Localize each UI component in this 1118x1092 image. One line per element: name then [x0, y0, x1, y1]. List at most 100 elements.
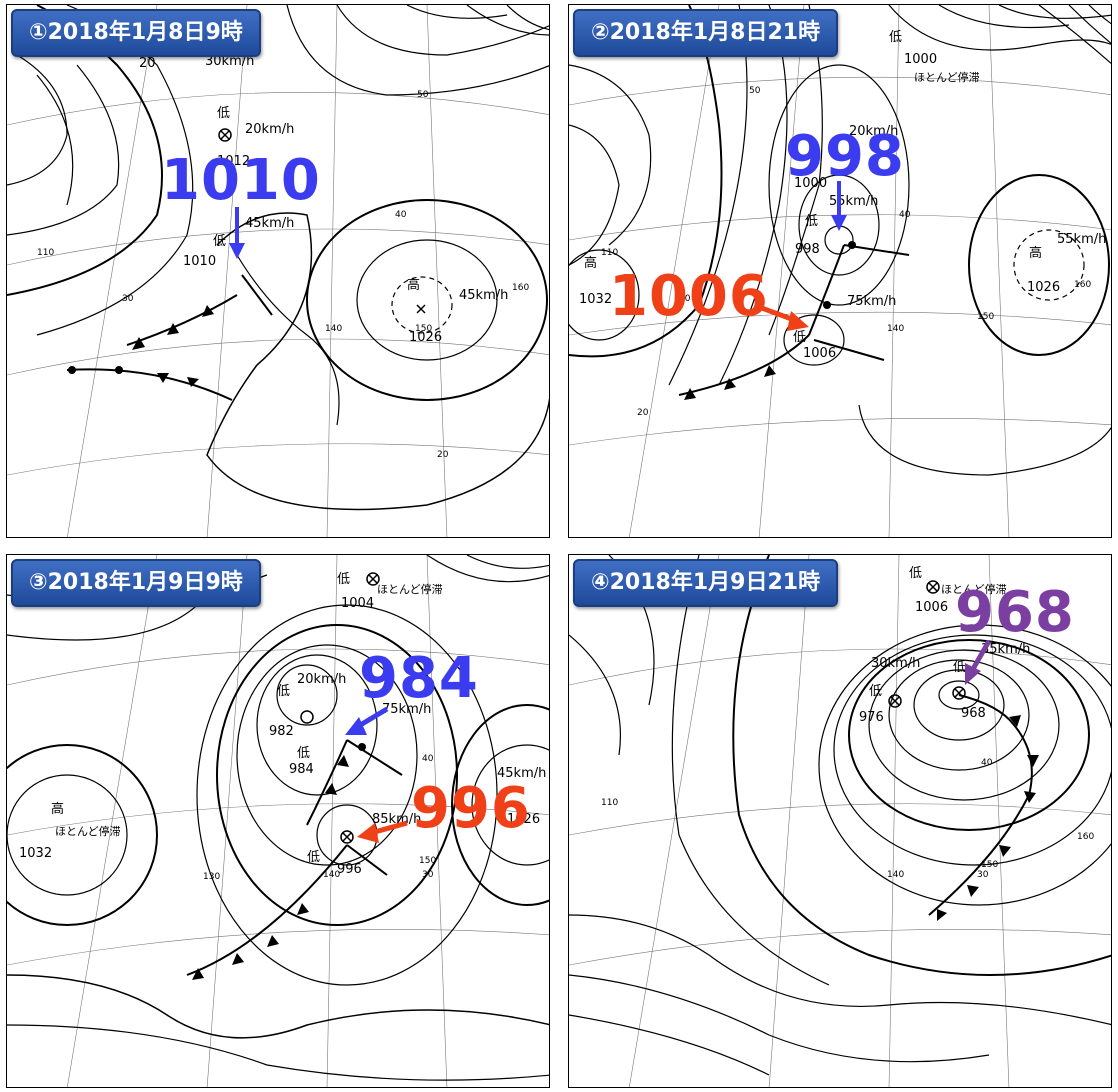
- high-symbol: 高: [1029, 245, 1042, 261]
- graticule: [7, 555, 549, 1087]
- lon-label: 140: [325, 324, 342, 334]
- weather-map-panel-3: 低 1004 ほとんど停滞 低 982 20km/h 低 984 75km/h …: [6, 554, 550, 1088]
- lat-label: 40: [395, 210, 407, 220]
- pressure-label: 1004: [341, 596, 374, 611]
- red-arrow: [370, 820, 408, 836]
- high-symbol: 高: [584, 255, 597, 271]
- speed-label: 45km/h: [497, 766, 546, 781]
- pressure-label: 998: [795, 242, 820, 257]
- graticule: [7, 5, 549, 537]
- low-symbol: 低: [213, 234, 226, 249]
- low-symbol: 低: [805, 214, 818, 229]
- highlight-label: 984: [359, 646, 479, 711]
- pressure-label: 1006: [803, 346, 836, 361]
- lat-label: 40: [899, 210, 911, 220]
- isobars: [569, 5, 1111, 476]
- lat-label: 30: [422, 870, 434, 880]
- lon-label: 150: [419, 856, 436, 866]
- speed-label: 30km/h: [205, 54, 254, 69]
- lat-label: 40: [422, 754, 434, 764]
- low-symbol: 低: [953, 660, 966, 675]
- lon-label: 140: [887, 870, 904, 880]
- pressure-label: 1012: [217, 154, 250, 169]
- lat-label: 30: [977, 870, 989, 880]
- isobars: [7, 555, 549, 1081]
- lon-label: 150: [977, 312, 994, 322]
- highlight-label: 1006: [609, 264, 769, 329]
- fronts: [928, 694, 1039, 921]
- pressure-label: 1032: [579, 292, 612, 307]
- low-symbol: 低: [909, 566, 922, 581]
- lon-label: 150: [981, 860, 998, 870]
- stationary-note: ほとんど停滞: [941, 582, 1007, 596]
- speed-label: 20km/h: [849, 124, 898, 139]
- low-symbol: 低: [869, 684, 882, 699]
- lon-label: 130: [203, 872, 220, 882]
- lat-label: 30: [679, 294, 691, 304]
- speed-label: 45km/h: [459, 288, 508, 303]
- highlight-label: 998: [785, 124, 905, 189]
- stationary-note: ほとんど停滞: [914, 70, 980, 84]
- pressure-label: 982: [269, 724, 294, 739]
- stationary-note: ほとんど停滞: [55, 824, 121, 838]
- lon-label: 140: [323, 870, 340, 880]
- low-symbol: 低: [307, 850, 320, 865]
- lon-label: 140: [887, 324, 904, 334]
- purple-arrow: [970, 639, 992, 671]
- lat-label: 50: [749, 86, 761, 96]
- speed-label: 20km/h: [245, 122, 294, 137]
- panel-title: ③2018年1月9日9時: [11, 559, 261, 607]
- low-symbol: 低: [889, 30, 902, 45]
- lon-label: 160: [1077, 832, 1094, 842]
- graticule: [569, 5, 1111, 537]
- speed-label: 75km/h: [382, 702, 431, 717]
- speed-label: 85km/h: [372, 812, 421, 827]
- speed-label: 35km/h: [981, 642, 1030, 657]
- lon-label: 160: [512, 283, 529, 293]
- low-symbol: 低: [217, 106, 230, 121]
- low-symbol: 低: [277, 684, 290, 699]
- panel-title: ②2018年1月8日21時: [573, 9, 839, 57]
- speed-label: 30km/h: [871, 656, 920, 671]
- weather-map-3: 低 1004 ほとんど停滞 低 982 20km/h 低 984 75km/h …: [7, 555, 549, 1087]
- lon-label: 110: [37, 248, 54, 258]
- lon-label: 160: [1074, 280, 1091, 290]
- pressure-label: 996: [337, 862, 362, 877]
- isobars: [569, 555, 1111, 1076]
- weather-map-panel-1: 低 1012 20km/h 45km/h 低 1010 30km/h 20 高 …: [6, 4, 550, 538]
- weather-map-4: 低 1006 ほとんど停滞 低 976 30km/h 低 968 35km/h …: [569, 555, 1111, 1087]
- speed-label: 75km/h: [847, 294, 896, 309]
- lon-label: 150: [415, 324, 432, 334]
- lat-label: 20: [437, 450, 449, 460]
- pressure-label: 1026: [409, 330, 442, 345]
- highlight-label: 968: [955, 580, 1075, 645]
- pressure-label: 984: [289, 762, 314, 777]
- speed-label: 20km/h: [297, 672, 346, 687]
- stationary-note: ほとんど停滞: [377, 582, 443, 596]
- weather-map-2: 低 1000 ほとんど停滞 1000 低 998 55km/h 20km/h 低…: [569, 5, 1111, 537]
- high-symbol: 高: [407, 277, 420, 293]
- fronts: [66, 274, 273, 401]
- fronts: [678, 241, 910, 400]
- high-symbol: 高: [51, 801, 64, 817]
- pressure-label: 1026: [1027, 280, 1060, 295]
- weather-map-1: 低 1012 20km/h 45km/h 低 1010 30km/h 20 高 …: [7, 5, 549, 537]
- lat-label: 40: [981, 758, 993, 768]
- lon-label: 110: [601, 798, 618, 808]
- pressure-label: 1010: [183, 254, 216, 269]
- small-pressure: 1000: [794, 176, 827, 191]
- pressure-label: 1032: [19, 846, 52, 861]
- lat-label: 30: [122, 294, 134, 304]
- pressure-label: 968: [961, 706, 986, 721]
- panel-title: ①2018年1月8日9時: [11, 9, 261, 57]
- fronts: [186, 739, 403, 980]
- highlight-label: 996: [411, 776, 531, 841]
- pressure-label: 976: [859, 710, 884, 725]
- pressure-label: 1000: [904, 52, 937, 67]
- lat-label: 50: [417, 90, 429, 100]
- panel-title: ④2018年1月9日21時: [573, 559, 839, 607]
- weather-map-panel-4: 低 1006 ほとんど停滞 低 976 30km/h 低 968 35km/h …: [568, 554, 1112, 1088]
- low-symbol: 低: [297, 746, 310, 761]
- pressure-label: 1026: [507, 812, 540, 827]
- low-symbol: 低: [337, 572, 350, 587]
